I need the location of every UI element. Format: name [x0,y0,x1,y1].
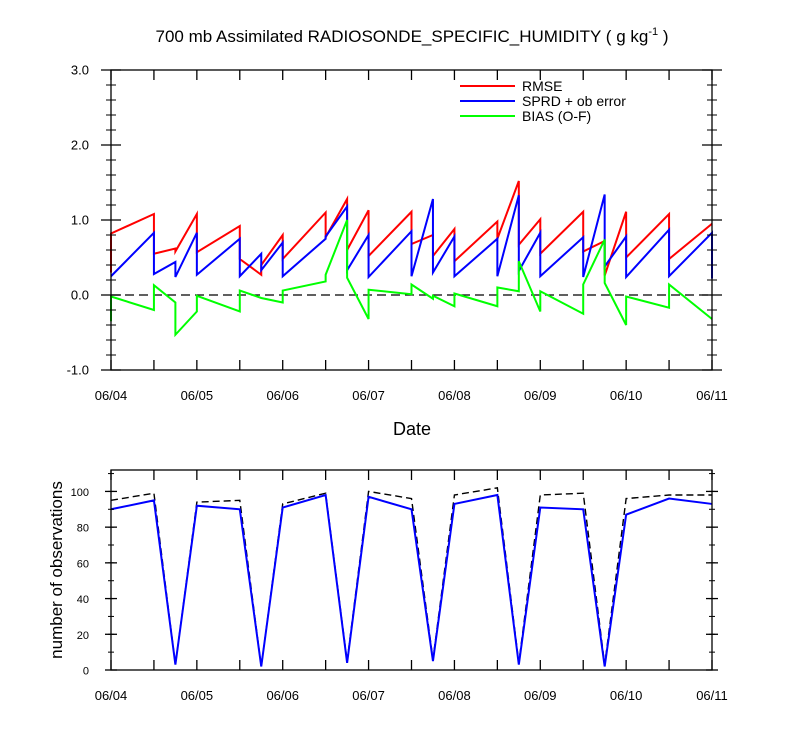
x-tick-label: 06/10 [610,388,643,403]
top-chart-panel: 700 mb Assimilated RADIOSONDE_SPECIFIC_H… [67,26,728,439]
y-tick-label: 0.0 [71,288,89,303]
x-tick-label: 06/05 [181,388,214,403]
y-tick-label: 60 [77,558,89,570]
x-tick-label: 06/04 [95,388,128,403]
x-axis-label: Date [393,419,431,439]
x-tick-label: 06/10 [610,688,643,703]
legend-label: RMSE [522,78,562,94]
y-tick-label: 0 [83,666,89,678]
legend-label: SPRD + ob error [522,93,626,109]
x-tick-label: 06/05 [181,688,214,703]
y-axis-label-observations: number of observations [47,481,66,659]
x-tick-label: 06/06 [266,688,299,703]
x-tick-label: 06/08 [438,388,471,403]
x-tick-label: 06/09 [524,688,557,703]
y-tick-label: 20 [77,630,89,642]
y-tick-label: 100 [71,487,89,499]
x-tick-label: 06/07 [352,688,385,703]
series-line-assimilated [110,493,713,667]
y-tick-label: 2.0 [71,138,89,153]
y-tick-label: 80 [77,523,89,535]
x-tick-label: 06/09 [524,388,557,403]
y-tick-label: -1.0 [67,363,89,378]
chart-title: 700 mb Assimilated RADIOSONDE_SPECIFIC_H… [156,26,669,46]
x-tick-label: 06/04 [95,688,128,703]
series-line-bias-o-f [110,219,713,338]
x-tick-label: 06/11 [696,688,728,703]
bottom-chart-panel: 06/04 06/05 06/06 06/07 06/08 06/09 06/10 06/11… [47,469,728,703]
series-line-sprd-ob-error [110,194,713,280]
y-tick-label: 1.0 [71,213,89,228]
y-tick-label: 3.0 [71,63,89,78]
legend-label: BIAS (O-F) [522,108,591,124]
x-tick-label: 06/07 [352,388,385,403]
y-tick-label: 40 [77,594,89,606]
x-tick-label: 06/08 [438,688,471,703]
x-tick-label: 06/06 [266,388,299,403]
x-tick-label: 06/11 [696,388,728,403]
